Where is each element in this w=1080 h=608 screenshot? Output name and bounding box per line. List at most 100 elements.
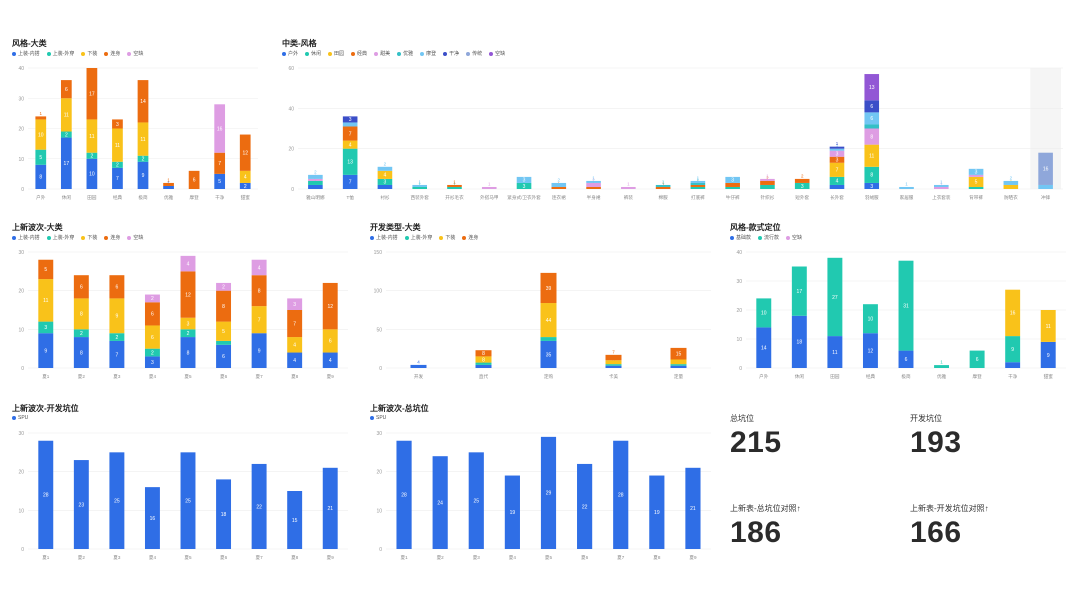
legend-item[interactable]: SPU: [370, 415, 386, 421]
bar-segment[interactable]: [239, 134, 251, 171]
bar-segment[interactable]: [933, 186, 949, 189]
bar-segment[interactable]: [86, 119, 98, 153]
bar-segment[interactable]: [144, 487, 160, 549]
bar-segment[interactable]: [760, 178, 775, 181]
bar-segment[interactable]: [605, 364, 622, 366]
bar-segment[interactable]: [73, 329, 89, 338]
bar-segment[interactable]: [829, 150, 845, 157]
bar-segment[interactable]: [760, 184, 775, 189]
bar-segment[interactable]: [216, 479, 232, 549]
bar-segment[interactable]: [112, 128, 123, 162]
bar-segment[interactable]: [287, 298, 303, 310]
bar-segment[interactable]: [109, 275, 125, 299]
bar-segment[interactable]: [447, 184, 462, 187]
bar-segment[interactable]: [540, 337, 557, 341]
legend-item[interactable]: 流行款: [758, 234, 779, 241]
bar-segment[interactable]: [432, 456, 448, 549]
bar-segment[interactable]: [864, 144, 880, 167]
bar-segment[interactable]: [86, 152, 98, 159]
legend-item[interactable]: SPU: [12, 415, 28, 421]
legend-item[interactable]: 连身: [104, 50, 120, 57]
bar-segment[interactable]: [322, 282, 338, 330]
bar-segment[interactable]: [725, 186, 740, 189]
bar-segment[interactable]: [898, 350, 914, 368]
bar-segment[interactable]: [109, 340, 125, 368]
bar-segment[interactable]: [144, 325, 160, 349]
bar-segment[interactable]: [690, 180, 706, 183]
bar-segment[interactable]: [287, 310, 303, 338]
bar-segment[interactable]: [864, 182, 880, 189]
bar-segment[interactable]: [468, 452, 484, 549]
bar-segment[interactable]: [829, 146, 845, 149]
bar-segment[interactable]: [251, 259, 267, 276]
legend-item[interactable]: 上装-内搭: [12, 234, 40, 241]
bar-segment[interactable]: [35, 119, 47, 150]
legend-item[interactable]: 下装: [81, 50, 97, 57]
legend-item[interactable]: 干净: [443, 50, 459, 57]
bar-segment[interactable]: [899, 186, 914, 189]
bar-segment[interactable]: [864, 124, 880, 129]
bar-segment[interactable]: [1040, 310, 1056, 342]
bar-segment[interactable]: [216, 321, 232, 341]
bar-segment[interactable]: [73, 460, 89, 549]
bar-segment[interactable]: [86, 68, 98, 120]
bar-segment[interactable]: [308, 184, 323, 189]
bar-segment[interactable]: [829, 162, 845, 177]
legend-item[interactable]: 连身: [462, 234, 478, 241]
bar-segment[interactable]: [216, 344, 232, 368]
bar-segment[interactable]: [685, 467, 701, 549]
bar-segment[interactable]: [287, 337, 303, 353]
bar-segment[interactable]: [760, 180, 775, 185]
bar-segment[interactable]: [60, 131, 72, 138]
bar-segment[interactable]: [475, 350, 492, 357]
bar-segment[interactable]: [725, 182, 740, 187]
bar-segment[interactable]: [410, 364, 427, 368]
bar-segment[interactable]: [216, 282, 232, 291]
bar-segment[interactable]: [968, 174, 984, 177]
bar-segment[interactable]: [1040, 341, 1056, 368]
bar-segment[interactable]: [214, 152, 226, 174]
bar-segment[interactable]: [308, 180, 323, 185]
bar-segment[interactable]: [827, 257, 843, 337]
bar-segment[interactable]: [188, 170, 200, 189]
bar-segment[interactable]: [144, 294, 160, 303]
bar-segment[interactable]: [377, 178, 393, 185]
bar-segment[interactable]: [969, 350, 985, 368]
bar-segment[interactable]: [933, 184, 949, 187]
bar-segment[interactable]: [829, 184, 845, 189]
bar-segment[interactable]: [577, 463, 593, 549]
bar-segment[interactable]: [412, 184, 428, 187]
bar-segment[interactable]: [342, 122, 358, 127]
bar-segment[interactable]: [308, 178, 323, 181]
bar-segment[interactable]: [551, 186, 567, 189]
bar-segment[interactable]: [827, 336, 843, 368]
bar-segment[interactable]: [862, 304, 878, 334]
bar-segment[interactable]: [214, 104, 226, 153]
bar-segment[interactable]: [308, 174, 323, 179]
bar-segment[interactable]: [251, 333, 267, 368]
bar-segment[interactable]: [180, 317, 196, 330]
bar-segment[interactable]: [864, 128, 880, 145]
bar-segment[interactable]: [475, 356, 492, 363]
bar-segment[interactable]: [934, 365, 950, 368]
bar-segment[interactable]: [516, 176, 532, 183]
bar-segment[interactable]: [38, 279, 54, 322]
legend-item[interactable]: 上装-内搭: [370, 234, 398, 241]
bar-segment[interactable]: [239, 170, 251, 183]
bar-segment[interactable]: [180, 452, 196, 549]
bar-segment[interactable]: [38, 321, 54, 334]
bar-segment[interactable]: [1038, 184, 1053, 189]
bar-segment[interactable]: [109, 333, 125, 341]
bar-segment[interactable]: [180, 271, 196, 318]
bar-segment[interactable]: [540, 303, 557, 338]
bar-segment[interactable]: [163, 185, 174, 189]
bar-segment[interactable]: [605, 354, 622, 361]
bar-segment[interactable]: [551, 182, 567, 187]
bar-segment[interactable]: [180, 337, 196, 368]
bar-segment[interactable]: [109, 452, 125, 549]
bar-segment[interactable]: [144, 356, 160, 368]
bar-segment[interactable]: [829, 156, 845, 163]
bar-segment[interactable]: [481, 186, 497, 189]
bar-segment[interactable]: [649, 475, 665, 549]
bar-segment[interactable]: [829, 176, 845, 185]
